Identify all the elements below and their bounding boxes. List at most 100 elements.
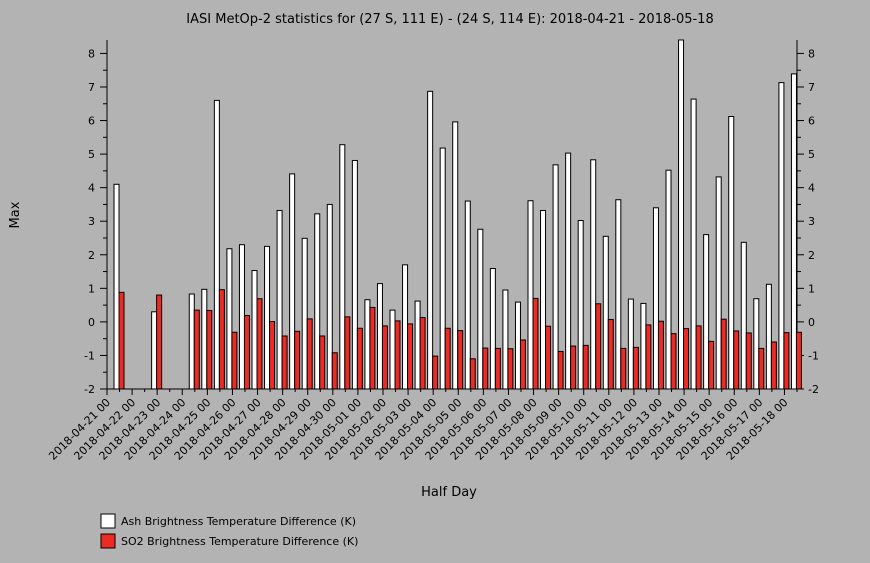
ash-bar bbox=[565, 152, 572, 390]
ash-bar bbox=[615, 199, 622, 390]
y-tick-label-right: 7 bbox=[808, 81, 815, 94]
ash-bar bbox=[765, 283, 772, 390]
ash-bar bbox=[552, 164, 559, 390]
so2-bar bbox=[657, 320, 664, 390]
ash-bar bbox=[289, 173, 296, 390]
ash-bar bbox=[213, 99, 220, 390]
so2-bar bbox=[607, 319, 614, 390]
ash-bar bbox=[740, 241, 747, 390]
so2-bar bbox=[632, 346, 639, 390]
y-tick-label: 3 bbox=[88, 215, 95, 228]
ash-bar bbox=[652, 207, 659, 390]
ash-bar bbox=[151, 311, 158, 390]
ash-bar bbox=[665, 169, 672, 390]
so2-bar bbox=[269, 321, 276, 390]
so2-bar bbox=[795, 331, 802, 390]
y-tick-label: 5 bbox=[88, 148, 95, 161]
so2-bar bbox=[595, 303, 602, 390]
y-tick-label: 7 bbox=[88, 81, 95, 94]
y-tick-label-right: 6 bbox=[808, 115, 815, 128]
ash-bar bbox=[427, 90, 434, 390]
ash-bar bbox=[314, 213, 321, 390]
so2-bar bbox=[695, 325, 702, 390]
ash-bar bbox=[301, 237, 308, 390]
y-tick-label-right: -2 bbox=[808, 383, 819, 396]
y-tick-label-right: 3 bbox=[808, 215, 815, 228]
so2-bar bbox=[331, 352, 338, 390]
y-tick-label-right: -1 bbox=[808, 349, 819, 362]
ash-bar bbox=[577, 220, 584, 390]
so2-bar bbox=[294, 330, 301, 390]
so2-bar bbox=[231, 331, 238, 390]
ash-bar bbox=[351, 159, 358, 390]
so2-bar bbox=[758, 347, 765, 390]
y-axis-label: Max bbox=[8, 201, 23, 228]
ash-bar bbox=[113, 183, 120, 390]
ash-bar bbox=[264, 245, 271, 390]
legend-label: SO2 Brightness Temperature Difference (K… bbox=[121, 535, 358, 548]
y-tick-label-right: 4 bbox=[808, 182, 815, 195]
x-axis-label: Half Day bbox=[421, 485, 477, 500]
ash-bar bbox=[753, 298, 760, 390]
so2-bar bbox=[193, 309, 200, 390]
ash-bar bbox=[627, 298, 634, 390]
so2-bar bbox=[745, 332, 752, 390]
so2-bar bbox=[532, 297, 539, 390]
so2-bar bbox=[708, 340, 715, 390]
so2-bar bbox=[582, 344, 589, 390]
ash-bar bbox=[238, 244, 245, 390]
so2-bar bbox=[570, 345, 577, 390]
ash-bar bbox=[389, 309, 396, 390]
ash-bar bbox=[452, 121, 459, 390]
ash-bar bbox=[477, 228, 484, 390]
so2-bar bbox=[306, 318, 313, 390]
ash-bar bbox=[364, 299, 371, 390]
ash-bar bbox=[602, 235, 609, 390]
ash-bar bbox=[540, 209, 547, 390]
y-tick-label: 4 bbox=[88, 182, 95, 195]
so2-bar bbox=[444, 327, 451, 390]
so2-bar bbox=[457, 330, 464, 390]
ash-bar bbox=[778, 82, 785, 390]
ash-bar bbox=[251, 270, 258, 390]
ash-bar bbox=[489, 268, 496, 390]
so2-bar bbox=[770, 341, 777, 390]
y-tick-label: 8 bbox=[88, 47, 95, 60]
ash-bar bbox=[514, 301, 521, 390]
y-tick-label: 0 bbox=[88, 316, 95, 329]
so2-bar bbox=[507, 348, 514, 390]
so2-bar bbox=[344, 316, 351, 390]
y-tick-label-right: 2 bbox=[808, 249, 815, 262]
ash-bar bbox=[188, 293, 195, 390]
ash-bar bbox=[276, 209, 283, 390]
legend: Ash Brightness Temperature Difference (K… bbox=[100, 513, 358, 549]
y-tick-label: -2 bbox=[84, 383, 95, 396]
ash-bar bbox=[339, 144, 346, 390]
so2-bar bbox=[394, 320, 401, 390]
so2-bar bbox=[482, 347, 489, 390]
ash-bar bbox=[439, 147, 446, 390]
so2-bar bbox=[670, 333, 677, 390]
so2-bar bbox=[432, 355, 439, 390]
so2-bar bbox=[419, 317, 426, 390]
so2-bar bbox=[356, 327, 363, 390]
so2-bar bbox=[369, 306, 376, 390]
so2-bar bbox=[733, 330, 740, 390]
ash-bar bbox=[690, 98, 697, 390]
y-tick-label-right: 5 bbox=[808, 148, 815, 161]
ash-bar bbox=[527, 200, 534, 390]
so2-bar bbox=[557, 350, 564, 390]
y-tick-label: 2 bbox=[88, 249, 95, 262]
chart-title: IASI MetOp-2 statistics for (27 S, 111 E… bbox=[186, 12, 713, 27]
ash-bar bbox=[464, 200, 471, 390]
so2-bar bbox=[683, 328, 690, 390]
ash-bar bbox=[376, 283, 383, 390]
legend-swatch bbox=[100, 533, 116, 549]
so2-bar bbox=[645, 324, 652, 390]
so2-bar bbox=[256, 298, 263, 390]
so2-bar bbox=[720, 318, 727, 390]
ash-bar bbox=[590, 159, 597, 390]
ash-bar bbox=[414, 300, 421, 390]
